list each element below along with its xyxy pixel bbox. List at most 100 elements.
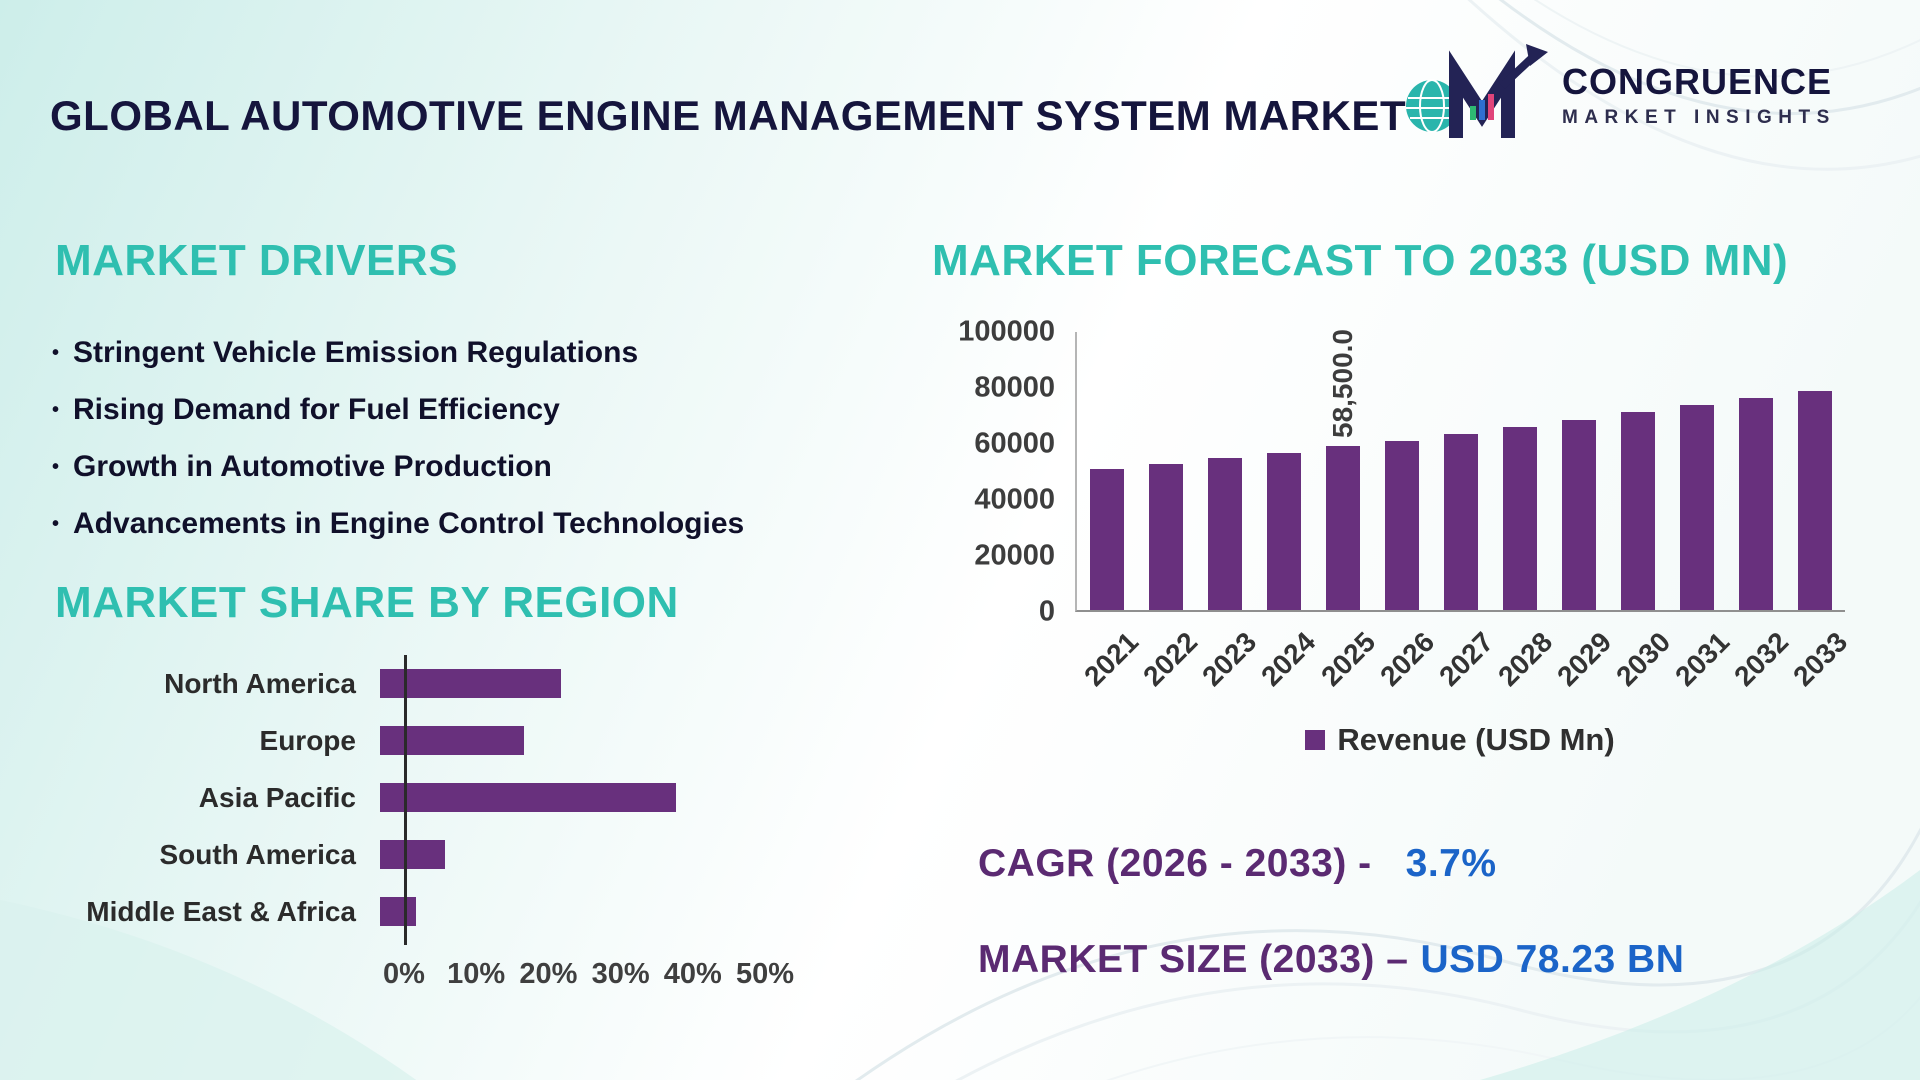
forecast-y-label: 40000 [974, 483, 1055, 516]
forecast-x-label: 2028 [1492, 626, 1559, 692]
region-bar [380, 840, 445, 869]
forecast-bar [1798, 390, 1833, 610]
forecast-bar [1384, 441, 1419, 610]
forecast-x-label: 2031 [1669, 626, 1736, 692]
forecast-bar-slot: 2030 [1609, 332, 1676, 692]
forecast-bar [1444, 433, 1478, 610]
forecast-bar: 58,500.0 [1325, 329, 1360, 610]
region-row: Asia Pacific [60, 769, 830, 826]
growth-arrow-icon [1499, 44, 1548, 89]
region-row: Middle East & Africa [60, 883, 830, 940]
forecast-bar [1739, 397, 1774, 610]
cagr-label: CAGR (2026 - 2033) - [978, 842, 1372, 885]
forecast-bar-slot: 2033 [1786, 332, 1853, 692]
region-label: South America [159, 838, 356, 870]
market-share-axis-ticks: 0% 10% 20% 30% 40% 50% [383, 958, 794, 998]
market-share-chart: North America Europe Asia Pacific South Ame… [60, 655, 830, 940]
forecast-heading: MARKET FORECAST TO 2033 (USD MN) [932, 236, 1789, 285]
forecast-x-label: 2023 [1196, 626, 1263, 692]
forecast-data-label: 58,500.0 [1326, 329, 1358, 439]
region-bar-track [380, 883, 830, 940]
region-label: Asia Pacific [198, 781, 356, 813]
forecast-x-label: 2029 [1551, 626, 1618, 692]
forecast-y-label: 20000 [974, 539, 1055, 572]
forecast-bar [1621, 412, 1656, 610]
forecast-chart: 2021 2022 2023 2024 58,500.0 2025 2026 2027 2028… [1075, 329, 1853, 692]
page-title: GLOBAL AUTOMOTIVE ENGINE MANAGEMENT SYST… [50, 92, 1407, 139]
share-axis-tick: 20% [519, 958, 578, 990]
forecast-legend: Revenue (USD Mn) [1075, 722, 1845, 758]
forecast-x-label: 2026 [1373, 626, 1440, 692]
forecast-bar-slot: 2026 [1372, 332, 1440, 692]
market-driver-item: Stringent Vehicle Emission Regulations [52, 326, 744, 383]
brand-logo-mark [1406, 44, 1548, 138]
region-bar [380, 897, 417, 926]
forecast-x-label: 2021 [1078, 626, 1145, 692]
forecast-y-label: 60000 [974, 427, 1055, 460]
market-drivers-list: Stringent Vehicle Emission RegulationsRi… [52, 326, 744, 554]
brand-name: CONGRUENCE [1562, 61, 1833, 102]
market-size-label: MARKET SIZE (2033) – [978, 938, 1409, 981]
cagr-value: 3.7% [1405, 842, 1497, 885]
forecast-bar-slot: 2028 [1491, 332, 1558, 692]
forecast-x-label: 2027 [1432, 626, 1499, 692]
forecast-y-label: 80000 [974, 371, 1055, 404]
forecast-bar-slot: 2024 [1254, 332, 1322, 692]
market-share-axis-line [404, 655, 407, 945]
forecast-bar-slot: 2023 [1195, 332, 1263, 692]
forecast-bar-slot: 2029 [1550, 332, 1617, 692]
region-label: Europe [259, 724, 356, 756]
mini-bars-icon [1470, 94, 1494, 120]
forecast-x-label: 2024 [1255, 626, 1322, 692]
share-axis-tick: 0% [383, 958, 425, 990]
region-bar-track [380, 712, 830, 769]
forecast-bar-slot: 2021 [1077, 332, 1144, 692]
market-drivers-heading: MARKET DRIVERS [55, 236, 459, 285]
share-axis-tick: 30% [591, 958, 650, 990]
region-row: South America [60, 826, 830, 883]
share-axis-tick: 40% [663, 958, 722, 990]
forecast-x-label: 2025 [1314, 626, 1381, 692]
cagr-stat: CAGR (2026 - 2033) - 3.7% [978, 842, 1497, 886]
forecast-y-axis: 0 20000 40000 60000 80000 100000 [925, 316, 1065, 628]
market-driver-item: Rising Demand for Fuel Efficiency [52, 383, 744, 440]
market-share-heading: MARKET SHARE BY REGION [55, 578, 679, 627]
forecast-bar [1207, 458, 1242, 610]
region-bar [380, 783, 677, 812]
forecast-x-label: 2030 [1610, 626, 1677, 692]
region-label: Middle East & Africa [86, 895, 356, 927]
region-label: North America [164, 667, 356, 699]
market-driver-item: Advancements in Engine Control Technolog… [52, 497, 744, 554]
forecast-bar-slot: 2031 [1668, 332, 1735, 692]
forecast-bar [1680, 405, 1715, 610]
forecast-x-label: 2022 [1137, 626, 1204, 692]
forecast-bar [1266, 452, 1301, 610]
share-axis-tick: 50% [735, 958, 795, 990]
forecast-bar-slot: 2022 [1136, 332, 1204, 692]
forecast-bar [1562, 420, 1597, 610]
region-bar-track [380, 826, 830, 883]
region-row: Europe [60, 712, 830, 769]
forecast-x-label: 2032 [1728, 626, 1795, 692]
region-row: North America [60, 655, 830, 712]
region-bar-track [380, 655, 830, 712]
forecast-x-label: 2033 [1787, 626, 1854, 692]
globe-icon [1406, 79, 1458, 133]
forecast-y-label: 0 [1038, 595, 1055, 628]
region-bar [380, 669, 561, 698]
region-bar-track [380, 769, 830, 826]
forecast-bar [1089, 468, 1124, 610]
forecast-bar-slot: 2027 [1431, 332, 1499, 692]
forecast-bar [1503, 427, 1538, 610]
brand-logo: CONGRUENCE MARKET INSIGHTS [1398, 42, 1836, 148]
legend-swatch-icon [1305, 730, 1326, 750]
region-bar [380, 726, 525, 755]
market-driver-item: Growth in Automotive Production [52, 440, 744, 497]
market-size-value: USD 78.23 BN [1420, 938, 1685, 981]
market-size-stat: MARKET SIZE (2033) – USD 78.23 BN [978, 938, 1684, 982]
forecast-y-label: 100000 [958, 315, 1055, 348]
forecast-bar-slot: 2032 [1727, 332, 1794, 692]
forecast-bar [1148, 463, 1183, 610]
forecast-bar-slot: 58,500.0 2025 [1313, 329, 1381, 692]
